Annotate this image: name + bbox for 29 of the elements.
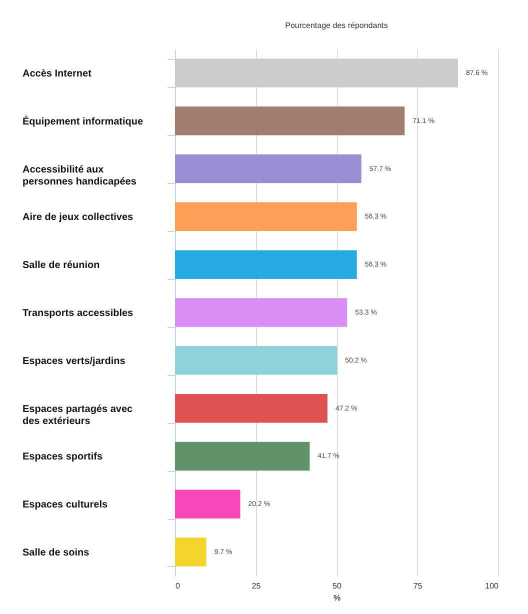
y-tick-label: Aire de jeux collectives bbox=[22, 212, 134, 224]
y-tick-label: Équipement informatique bbox=[22, 115, 144, 128]
y-tick-label: Espaces partagés avec des extérieurs bbox=[22, 404, 134, 427]
bar bbox=[175, 58, 458, 88]
x-tick-label: 100 bbox=[485, 582, 500, 590]
bar bbox=[175, 298, 348, 327]
y-tick-label: Accès Internet bbox=[22, 68, 92, 80]
bar bbox=[175, 202, 357, 232]
y-tick-label: Espaces culturels bbox=[22, 500, 108, 511]
bar bbox=[175, 394, 328, 423]
bar bbox=[175, 154, 362, 184]
x-axis-title: % bbox=[333, 594, 341, 602]
y-tick-label: Salle de soins bbox=[22, 548, 90, 559]
y-tick-label: Salle de réunion bbox=[22, 260, 100, 272]
y-tick-label: Espaces sportifs bbox=[22, 452, 103, 463]
y-tick-label: Accessibilité aux personnes handicapées bbox=[22, 164, 137, 188]
bar bbox=[175, 106, 405, 136]
x-tick-label: 25 bbox=[252, 582, 262, 590]
bar bbox=[175, 490, 240, 519]
chart-subtitle: Pourcentage des répondants bbox=[285, 21, 388, 30]
x-tick-label: 0 bbox=[176, 582, 180, 590]
bar bbox=[175, 442, 310, 471]
x-tick-label: 75 bbox=[413, 582, 423, 590]
y-tick-label: Espaces verts/jardins bbox=[22, 356, 126, 367]
y-tick-label: Transports accessibles bbox=[22, 308, 134, 319]
x-tick-label: 50 bbox=[332, 582, 342, 590]
bar bbox=[175, 346, 338, 375]
bar bbox=[175, 538, 206, 566]
bar bbox=[175, 250, 357, 279]
